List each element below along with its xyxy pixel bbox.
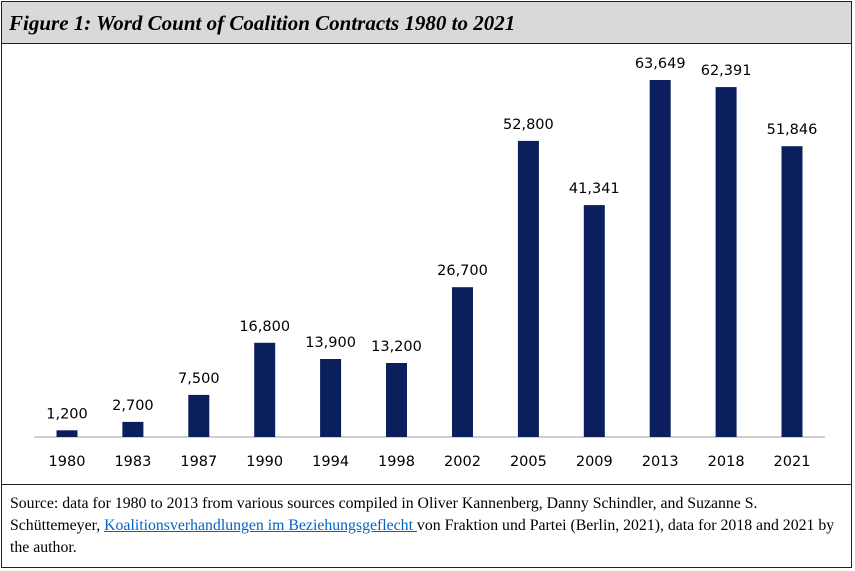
value-label-1987: 7,500 — [178, 371, 220, 387]
source-suffix: von Fraktion und Partei (Berlin, 2021), … — [10, 517, 835, 556]
value-label-2005: 52,800 — [503, 117, 554, 133]
x-tick-label-2013: 2013 — [642, 454, 679, 470]
x-tick-label-1987: 1987 — [180, 454, 217, 470]
x-tick-label-1998: 1998 — [378, 454, 415, 470]
value-label-2002: 26,700 — [437, 263, 488, 279]
value-label-1980: 1,200 — [46, 406, 88, 422]
source-link[interactable]: Koalitionsverhandlungen im Beziehungsgef… — [104, 517, 417, 534]
bar-2009 — [583, 205, 605, 437]
x-tick-label-2009: 2009 — [576, 454, 613, 470]
value-label-2009: 41,341 — [569, 181, 620, 197]
x-tick-label-1994: 1994 — [312, 454, 349, 470]
value-label-1994: 13,900 — [305, 335, 356, 351]
x-tick-label-1983: 1983 — [114, 454, 151, 470]
figure-title: Figure 1: Word Count of Coalition Contra… — [9, 11, 516, 35]
bar-1998 — [386, 363, 407, 437]
bar-1980 — [56, 430, 78, 437]
source-note: Source: data for 1980 to 2013 from vario… — [2, 484, 851, 567]
value-label-1998: 13,200 — [371, 339, 422, 355]
x-tick-label-1980: 1980 — [49, 454, 86, 470]
value-label-1990: 16,800 — [239, 319, 290, 335]
source-prefix: Source: data for 1980 to 2013 from vario… — [10, 495, 758, 534]
bar-1983 — [122, 421, 144, 437]
figure-title-bar: Figure 1: Word Count of Coalition Contra… — [2, 2, 851, 44]
value-label-2018: 62,391 — [701, 63, 752, 79]
x-tick-label-2018: 2018 — [708, 454, 745, 470]
source-text: Source: data for 1980 to 2013 from vario… — [10, 493, 846, 559]
bar-2013 — [649, 80, 671, 437]
bar-2005 — [517, 140, 539, 437]
bar-2002 — [452, 287, 473, 437]
bar-1990 — [254, 342, 276, 437]
bar-2018 — [715, 87, 737, 437]
bar-chart: 1,200 1980 2,700 1983 7,500 1987 16,800 1990 13,… — [2, 44, 851, 484]
bar-2021 — [781, 146, 803, 437]
x-tick-label-2005: 2005 — [510, 454, 547, 470]
bar-1994 — [320, 359, 342, 437]
value-label-2021: 51,846 — [767, 122, 818, 138]
value-label-1983: 2,700 — [112, 398, 154, 414]
x-tick-label-2021: 2021 — [774, 454, 811, 470]
x-tick-label-1990: 1990 — [246, 454, 283, 470]
x-tick-label-2002: 2002 — [444, 454, 481, 470]
value-label-2013: 63,649 — [635, 56, 686, 72]
chart-svg: 1,200 1980 2,700 1983 7,500 1987 16,800 1990 13,… — [34, 56, 825, 470]
bar-1987 — [188, 394, 210, 437]
